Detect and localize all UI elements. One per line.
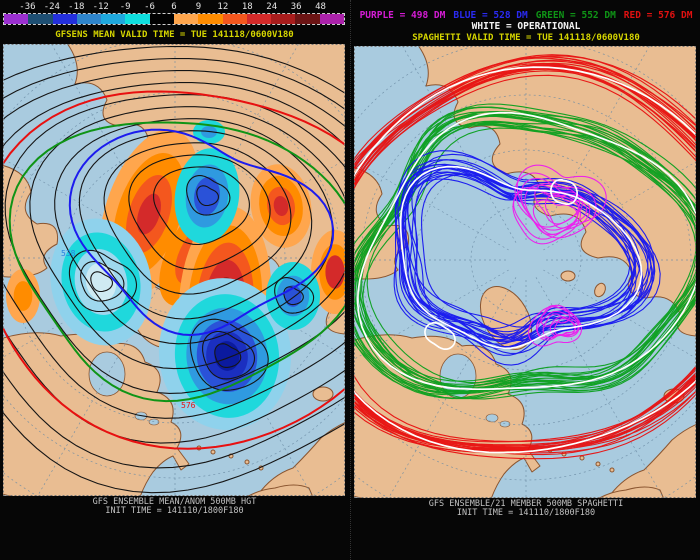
legend-item: RED = 576 DM	[623, 10, 693, 21]
colorbar-segment	[198, 14, 223, 24]
colorbar-segment	[173, 14, 199, 24]
spaghetti-purple-upper	[512, 164, 607, 245]
panel-spaghetti: PURPLE = 498 DM BLUE = 528 DM GREEN = 552 …	[350, 0, 700, 560]
colorbar-segment	[52, 14, 77, 24]
colorbar-segment	[222, 14, 247, 24]
right-valid-time: SPAGHETTI VALID TIME = TUE 141118/0600V1…	[412, 33, 640, 43]
anomaly-colorbar: -36 -24 -18 -12 -9 -6 6 9 12 18 24 36 48	[3, 1, 345, 25]
right-init-time: INIT TIME = 141110/1800F180	[456, 508, 596, 518]
anomaly-shading	[6, 120, 345, 430]
colorbar-tick-labels: -36 -24 -18 -12 -9 -6 6 9 12 18 24 36 48	[3, 1, 345, 13]
colorbar-tick: -6	[144, 2, 155, 12]
panel-ensemble-mean: -36 -24 -18 -12 -9 -6 6 9 12 18 24 36 48 GFSENS MEAN…	[0, 0, 349, 560]
colorbar-segment	[149, 14, 174, 24]
legend-item: BLUE = 528 DM	[453, 10, 528, 21]
colorbar-tick: 24	[266, 2, 278, 12]
colorbar-segment	[4, 14, 29, 24]
colorbar-strip	[3, 13, 345, 25]
contour-label-576: 576	[181, 401, 196, 410]
colorbar-segment	[295, 14, 320, 24]
colorbar-segment	[125, 14, 150, 24]
colorbar-segment	[271, 14, 296, 24]
spaghetti-map	[354, 46, 696, 498]
colorbar-tick: 48	[315, 2, 326, 12]
contour-552	[8, 121, 345, 403]
spaghetti-level-legend: PURPLE = 498 DM BLUE = 528 DM GREEN = 552 …	[351, 11, 700, 21]
mean-anomaly-map: 538 576	[3, 44, 345, 496]
left-init-time: INIT TIME = 141110/1800F180	[105, 506, 244, 516]
graticule-layer	[354, 46, 696, 498]
legend-item: PURPLE = 498 DM	[359, 10, 446, 21]
contour-576	[3, 90, 345, 450]
colorbar-tick: 6	[171, 2, 177, 12]
colorbar-segment	[101, 14, 126, 24]
spaghetti-purple-lower	[528, 304, 583, 347]
colorbar-tick: -36	[19, 2, 36, 12]
contour-528	[68, 128, 335, 337]
left-caption: GFS ENSEMBLE MEAN/ANOM 500MB HGT INIT TI…	[0, 498, 349, 516]
colorbar-tick: -9	[119, 2, 131, 12]
legend-item: GREEN = 552 DM	[535, 10, 616, 21]
operational-contours	[354, 66, 696, 454]
colorbar-segment	[246, 14, 272, 24]
colorbar-segment	[319, 14, 344, 24]
colorbar-tick: -12	[92, 2, 109, 12]
colorbar-segment	[76, 14, 102, 24]
colorbar-tick: 9	[195, 2, 202, 12]
height-contours	[3, 45, 345, 494]
contour-label-538: 538	[61, 249, 76, 258]
colorbar-tick: -24	[43, 2, 60, 12]
colorbar-tick: 18	[241, 2, 253, 12]
colorbar-tick: 36	[290, 2, 302, 12]
operational-legend: WHITE = OPERATIONAL	[471, 21, 581, 32]
colorbar-segment	[28, 14, 53, 24]
left-valid-time: GFSENS MEAN VALID TIME = TUE 141118/0600…	[55, 30, 294, 40]
level-contours	[3, 90, 345, 450]
colorbar-tick: 12	[217, 2, 229, 12]
colorbar-tick: -18	[68, 2, 85, 12]
right-caption-title: GFS ENSEMBLE/21 MEMBER 500MB SPAGHETTI	[428, 499, 624, 509]
right-caption: GFS ENSEMBLE/21 MEMBER 500MB SPAGHETTI I…	[351, 500, 700, 518]
left-caption-title: GFS ENSEMBLE MEAN/ANOM 500MB HGT	[92, 497, 257, 507]
